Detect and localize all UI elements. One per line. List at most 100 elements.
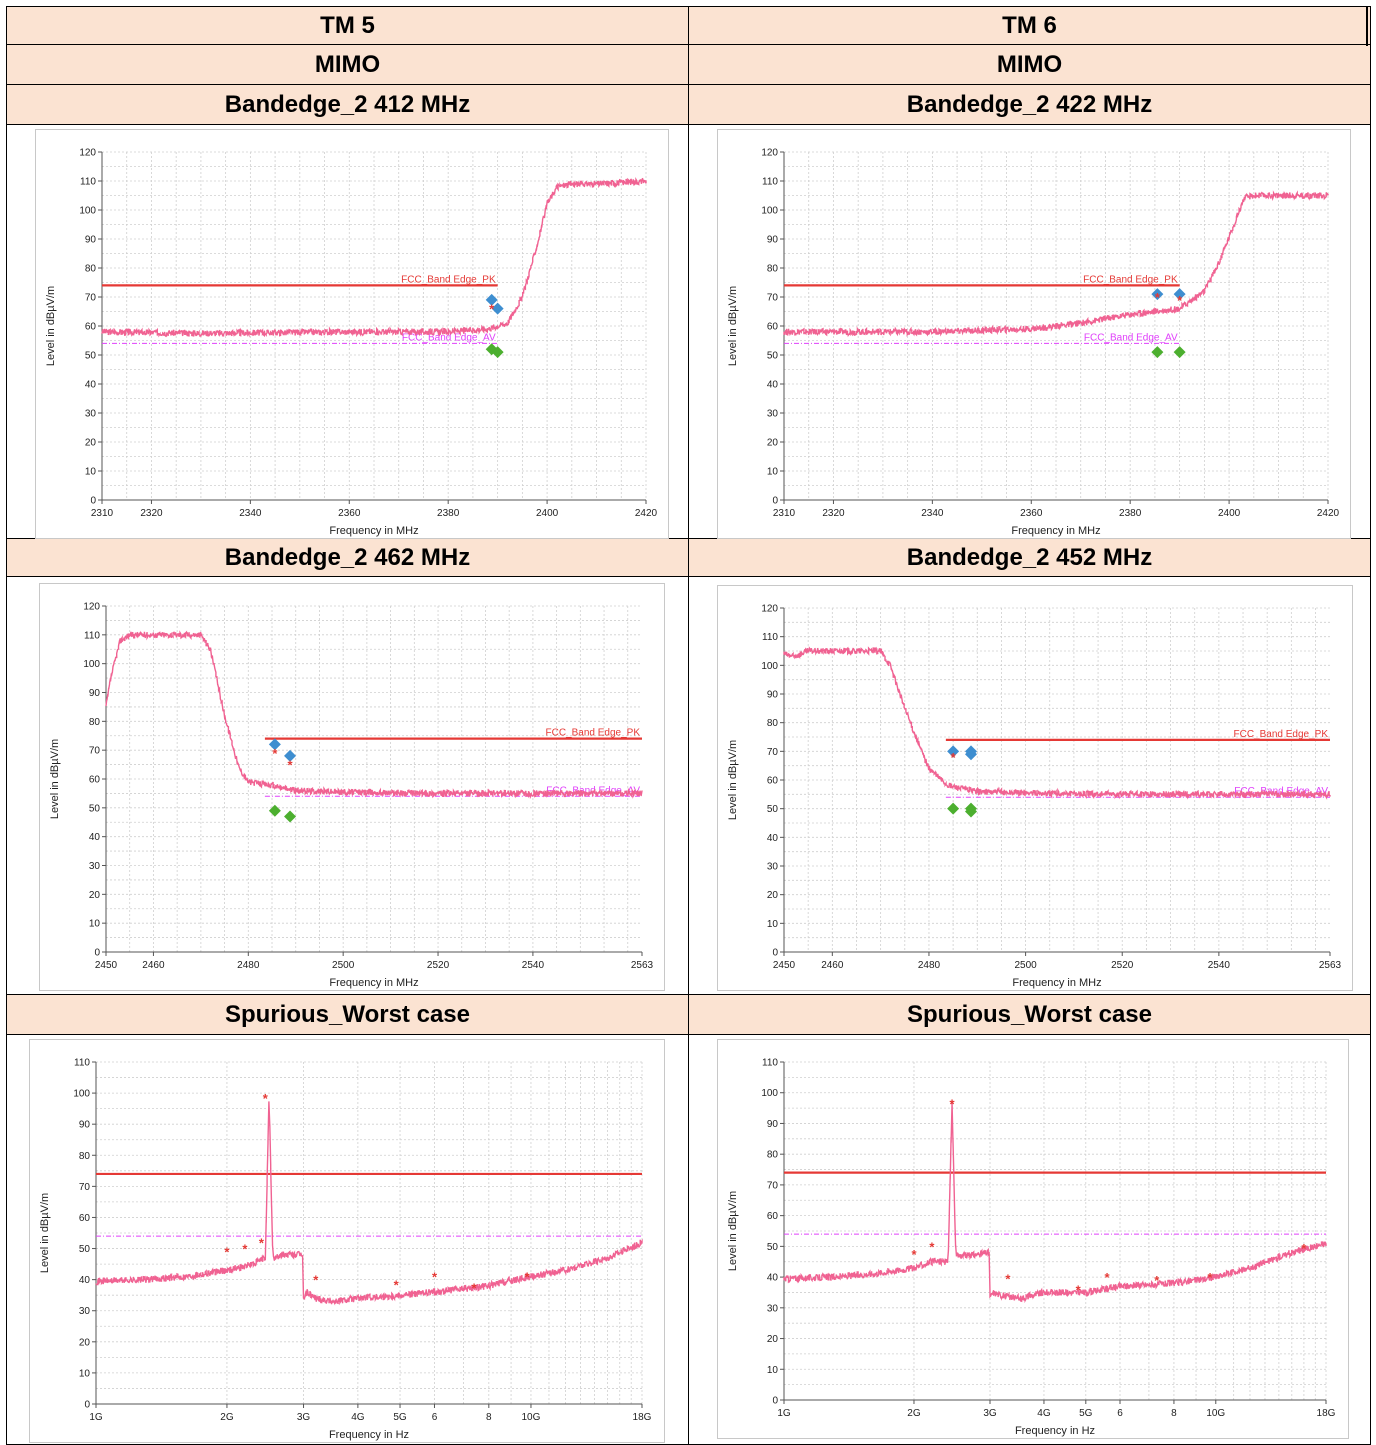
x-tick-label: 2360 [338, 508, 361, 519]
y-axis-label: Level in dBµV/m [39, 1193, 51, 1273]
y-tick-label: 110 [74, 1058, 90, 1069]
x-tick-label: 5G [393, 1412, 407, 1423]
x-tick-label: 2360 [1020, 508, 1043, 519]
x-tick-label: 2460 [142, 960, 165, 971]
grid [101, 151, 647, 501]
x-tick-label: 2480 [237, 960, 260, 971]
x-tick-label: 2420 [1317, 508, 1340, 519]
section2-title-right: Bandedge_2 452 MHz [688, 538, 1371, 577]
x-tick-label: 2400 [1218, 508, 1241, 519]
y-axis-label: Level in dBµV/m [49, 739, 61, 819]
y-tick-label: 90 [767, 1119, 779, 1130]
y-tick-label: 40 [85, 380, 97, 391]
peak-marker [1173, 288, 1186, 301]
x-tick-label: 1G [89, 1412, 103, 1423]
y-tick-label: 110 [80, 177, 96, 188]
grid [783, 607, 1330, 953]
y-tick-label: 20 [767, 1334, 779, 1345]
peak-marker [491, 302, 504, 315]
y-tick-label: 100 [73, 1089, 90, 1100]
peak-marker [485, 293, 498, 306]
x-tick-label: 2520 [427, 960, 450, 971]
peak-marker [947, 745, 960, 758]
star-marker: * [432, 1270, 438, 1285]
x-tick-label: 5G [1079, 1408, 1093, 1419]
x-tick-label: 18G [1317, 1408, 1336, 1419]
y-axis-label: Level in dBµV/m [727, 286, 739, 366]
chart-cell-2: 0 10 20 30 40 50 60 70 80 90 100 110 120 2310 2320 2340… [688, 124, 1371, 539]
peak-marker [1151, 288, 1164, 301]
x-tick-label: 2320 [822, 508, 845, 519]
chart-svg: 0 10 20 30 40 50 60 70 80 90 100 110 1G 2G 3G 4G 5G 6 8 10G… [727, 1058, 1336, 1438]
y-tick-label: 100 [761, 1088, 778, 1099]
chart-cell-4: 0 10 20 30 40 50 60 70 80 90 100 110 120 2450 2460 2480… [688, 576, 1371, 995]
x-axis-label: Frequency in MHz [329, 525, 418, 537]
y-tick-label: 60 [79, 1213, 91, 1224]
measurement-trace [95, 1101, 643, 1306]
chart-frame: 0 10 20 30 40 50 60 70 80 90 100 110 1G 2G 3G 4G 5G 6 8 10G… [29, 1039, 665, 1443]
y-tick-label: 110 [762, 632, 778, 643]
x-tick-label: 2380 [1119, 508, 1142, 519]
y-tick-label: 40 [767, 833, 779, 844]
y-tick-label: 70 [767, 293, 779, 304]
star-marker: * [950, 1096, 956, 1111]
y-tick-label: 90 [767, 690, 779, 701]
peak-marker [284, 749, 297, 762]
x-tick-label: 18G [633, 1412, 652, 1423]
x-tick-label: 3G [983, 1408, 997, 1419]
star-marker: * [1005, 1272, 1011, 1287]
limit-label: FCC_Band Edge_PK [401, 274, 496, 285]
section3-title-right: Spurious_Worst case [688, 994, 1371, 1035]
x-tick-label: 2320 [140, 508, 163, 519]
y-axis-label: Level in dBµV/m [45, 286, 57, 366]
star-marker: * [1155, 290, 1161, 305]
y-tick-label: 70 [767, 1180, 779, 1191]
y-tick-label: 40 [767, 1273, 779, 1284]
y-tick-label: 80 [85, 264, 97, 275]
limit-label: FCC_Band Edge_AV [1084, 332, 1178, 343]
grid [783, 1061, 1327, 1401]
x-tick-label: 2500 [1014, 960, 1037, 971]
y-tick-label: 50 [767, 1242, 779, 1253]
chart-svg: 0 10 20 30 40 50 60 70 80 90 100 110 120 2450 2460 2480… [727, 604, 1342, 990]
x-tick-label: 10G [522, 1412, 541, 1423]
y-tick-label: 50 [89, 803, 101, 814]
y-tick-label: 90 [79, 1120, 91, 1131]
y-tick-label: 50 [85, 351, 97, 362]
limit-label: FCC_Band Edge_AV [402, 332, 496, 343]
limit-label: FCC_Band Edge_PK [1083, 274, 1178, 285]
average-marker [1173, 346, 1186, 359]
y-tick-label: 120 [761, 604, 778, 615]
y-tick-label: 0 [94, 948, 100, 959]
x-tick-label: 2380 [437, 508, 460, 519]
y-axis-label: Level in dBµV/m [727, 740, 739, 820]
y-tick-label: 60 [85, 322, 97, 333]
y-tick-label: 60 [767, 322, 779, 333]
y-tick-label: 80 [767, 1150, 779, 1161]
x-tick-label: 2310 [773, 508, 796, 519]
y-tick-label: 30 [767, 409, 779, 420]
measurement-trace [105, 630, 643, 799]
right-edge-double-line [1366, 6, 1368, 46]
x-tick-label: 2540 [522, 960, 545, 971]
x-tick-label: 2540 [1208, 960, 1231, 971]
measurement-trace [101, 176, 647, 338]
chart-svg: 0 10 20 30 40 50 60 70 80 90 100 110 120 2310 2320 2340… [45, 148, 658, 538]
star-marker: * [242, 1242, 248, 1257]
section1-title-right: Bandedge_2 422 MHz [688, 84, 1371, 125]
y-tick-label: 0 [772, 1396, 778, 1407]
chart-svg: 0 10 20 30 40 50 60 70 80 90 100 110 120 2310 2320 2340… [727, 148, 1340, 538]
y-tick-label: 10 [767, 467, 779, 478]
y-tick-label: 110 [84, 630, 100, 641]
x-axis-label: Frequency in Hz [329, 1429, 409, 1441]
star-marker: * [929, 1239, 935, 1254]
star-marker: * [1177, 293, 1183, 308]
x-axis-label: Frequency in Hz [1015, 1425, 1095, 1437]
star-marker: * [911, 1247, 917, 1262]
star-marker: * [1154, 1273, 1160, 1288]
y-tick-label: 50 [767, 804, 779, 815]
average-marker [485, 343, 498, 356]
y-tick-label: 40 [79, 1275, 91, 1286]
chart-cell-1: 0 10 20 30 40 50 60 70 80 90 100 110 120 2310 2320 2340… [6, 124, 689, 539]
section3-title-left: Spurious_Worst case [6, 994, 689, 1035]
